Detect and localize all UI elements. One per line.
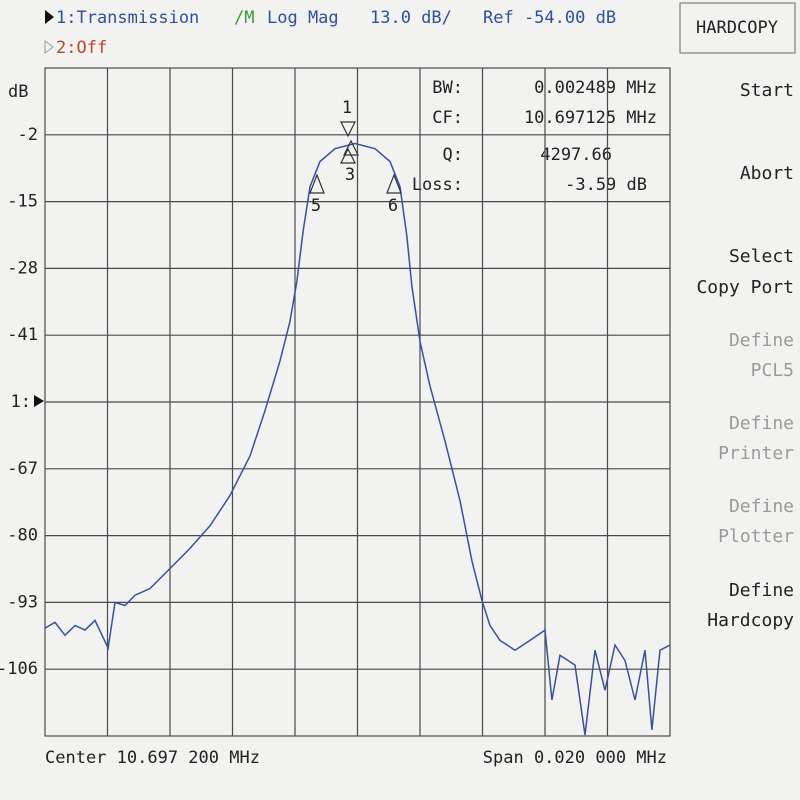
channel-1: 1:Transmission <box>56 8 199 28</box>
channel-2: 2:Off <box>56 38 107 58</box>
trace <box>44 142 671 736</box>
marker-icon <box>309 173 325 194</box>
softkey[interactable]: Select <box>729 246 794 267</box>
readout-label: Loss: <box>412 175 463 195</box>
y-tick-label: -41 <box>7 325 38 345</box>
scale: 13.0 dB/ <box>370 8 452 28</box>
marker-icon <box>343 139 359 156</box>
softkey-disabled: Define <box>729 330 794 351</box>
y-tick-label: -93 <box>7 592 38 612</box>
y-tick-label: -15 <box>7 192 38 212</box>
marker-icon <box>340 147 356 164</box>
readout-value: 0.002489 MHz <box>534 78 657 98</box>
readout-label: BW: <box>432 78 463 98</box>
marker-icon <box>340 121 356 138</box>
readout-value: 4297.66 <box>540 145 612 165</box>
y-unit: dB <box>8 82 28 102</box>
softkey[interactable]: Define <box>729 580 794 601</box>
format: Log Mag <box>267 8 339 28</box>
softkey-disabled: Define <box>729 413 794 434</box>
memory-flag: /M <box>234 8 254 28</box>
readout-value: -3.59 dB <box>565 175 647 195</box>
y-tick-label: -2 <box>18 125 38 145</box>
marker-label: 1 <box>342 98 352 118</box>
hardcopy-title-box <box>679 2 796 54</box>
y-tick-label: 1: <box>11 392 31 412</box>
softkey[interactable]: Abort <box>740 163 794 184</box>
active-channel-icon <box>45 10 54 24</box>
readout-label: CF: <box>432 108 463 128</box>
marker-label: 3 <box>345 165 355 185</box>
y-tick-label: -80 <box>7 526 38 546</box>
reference: Ref -54.00 dB <box>483 8 616 28</box>
softkey-disabled: PCL5 <box>751 360 794 381</box>
readout-value: 10.697125 MHz <box>524 108 657 128</box>
center-frequency: Center 10.697 200 MHz <box>45 748 260 768</box>
y-tick-label: -28 <box>7 258 38 278</box>
softkey-disabled: Printer <box>718 443 794 464</box>
y-tick-label: -106 <box>0 659 38 679</box>
inactive-channel-icon <box>44 40 54 54</box>
y-tick-label: -67 <box>7 459 38 479</box>
softkey[interactable]: Start <box>740 80 794 101</box>
softkey-disabled: Plotter <box>718 526 794 547</box>
marker-label: 5 <box>311 196 321 216</box>
menu-title: HARDCOPY <box>696 18 778 38</box>
readout-label: Q: <box>443 145 463 165</box>
softkey[interactable]: Copy Port <box>696 277 794 298</box>
marker-icon <box>386 173 402 194</box>
markers <box>309 121 402 194</box>
plot: -2 -15 -28 -41 1: -67 -80 -93 -106 <box>0 67 671 737</box>
reference-arrow <box>34 395 44 407</box>
softkey-disabled: Define <box>729 496 794 517</box>
marker-label: 6 <box>388 196 398 216</box>
softkey[interactable]: Hardcopy <box>707 610 794 631</box>
span: Span 0.020 000 MHz <box>483 748 667 768</box>
